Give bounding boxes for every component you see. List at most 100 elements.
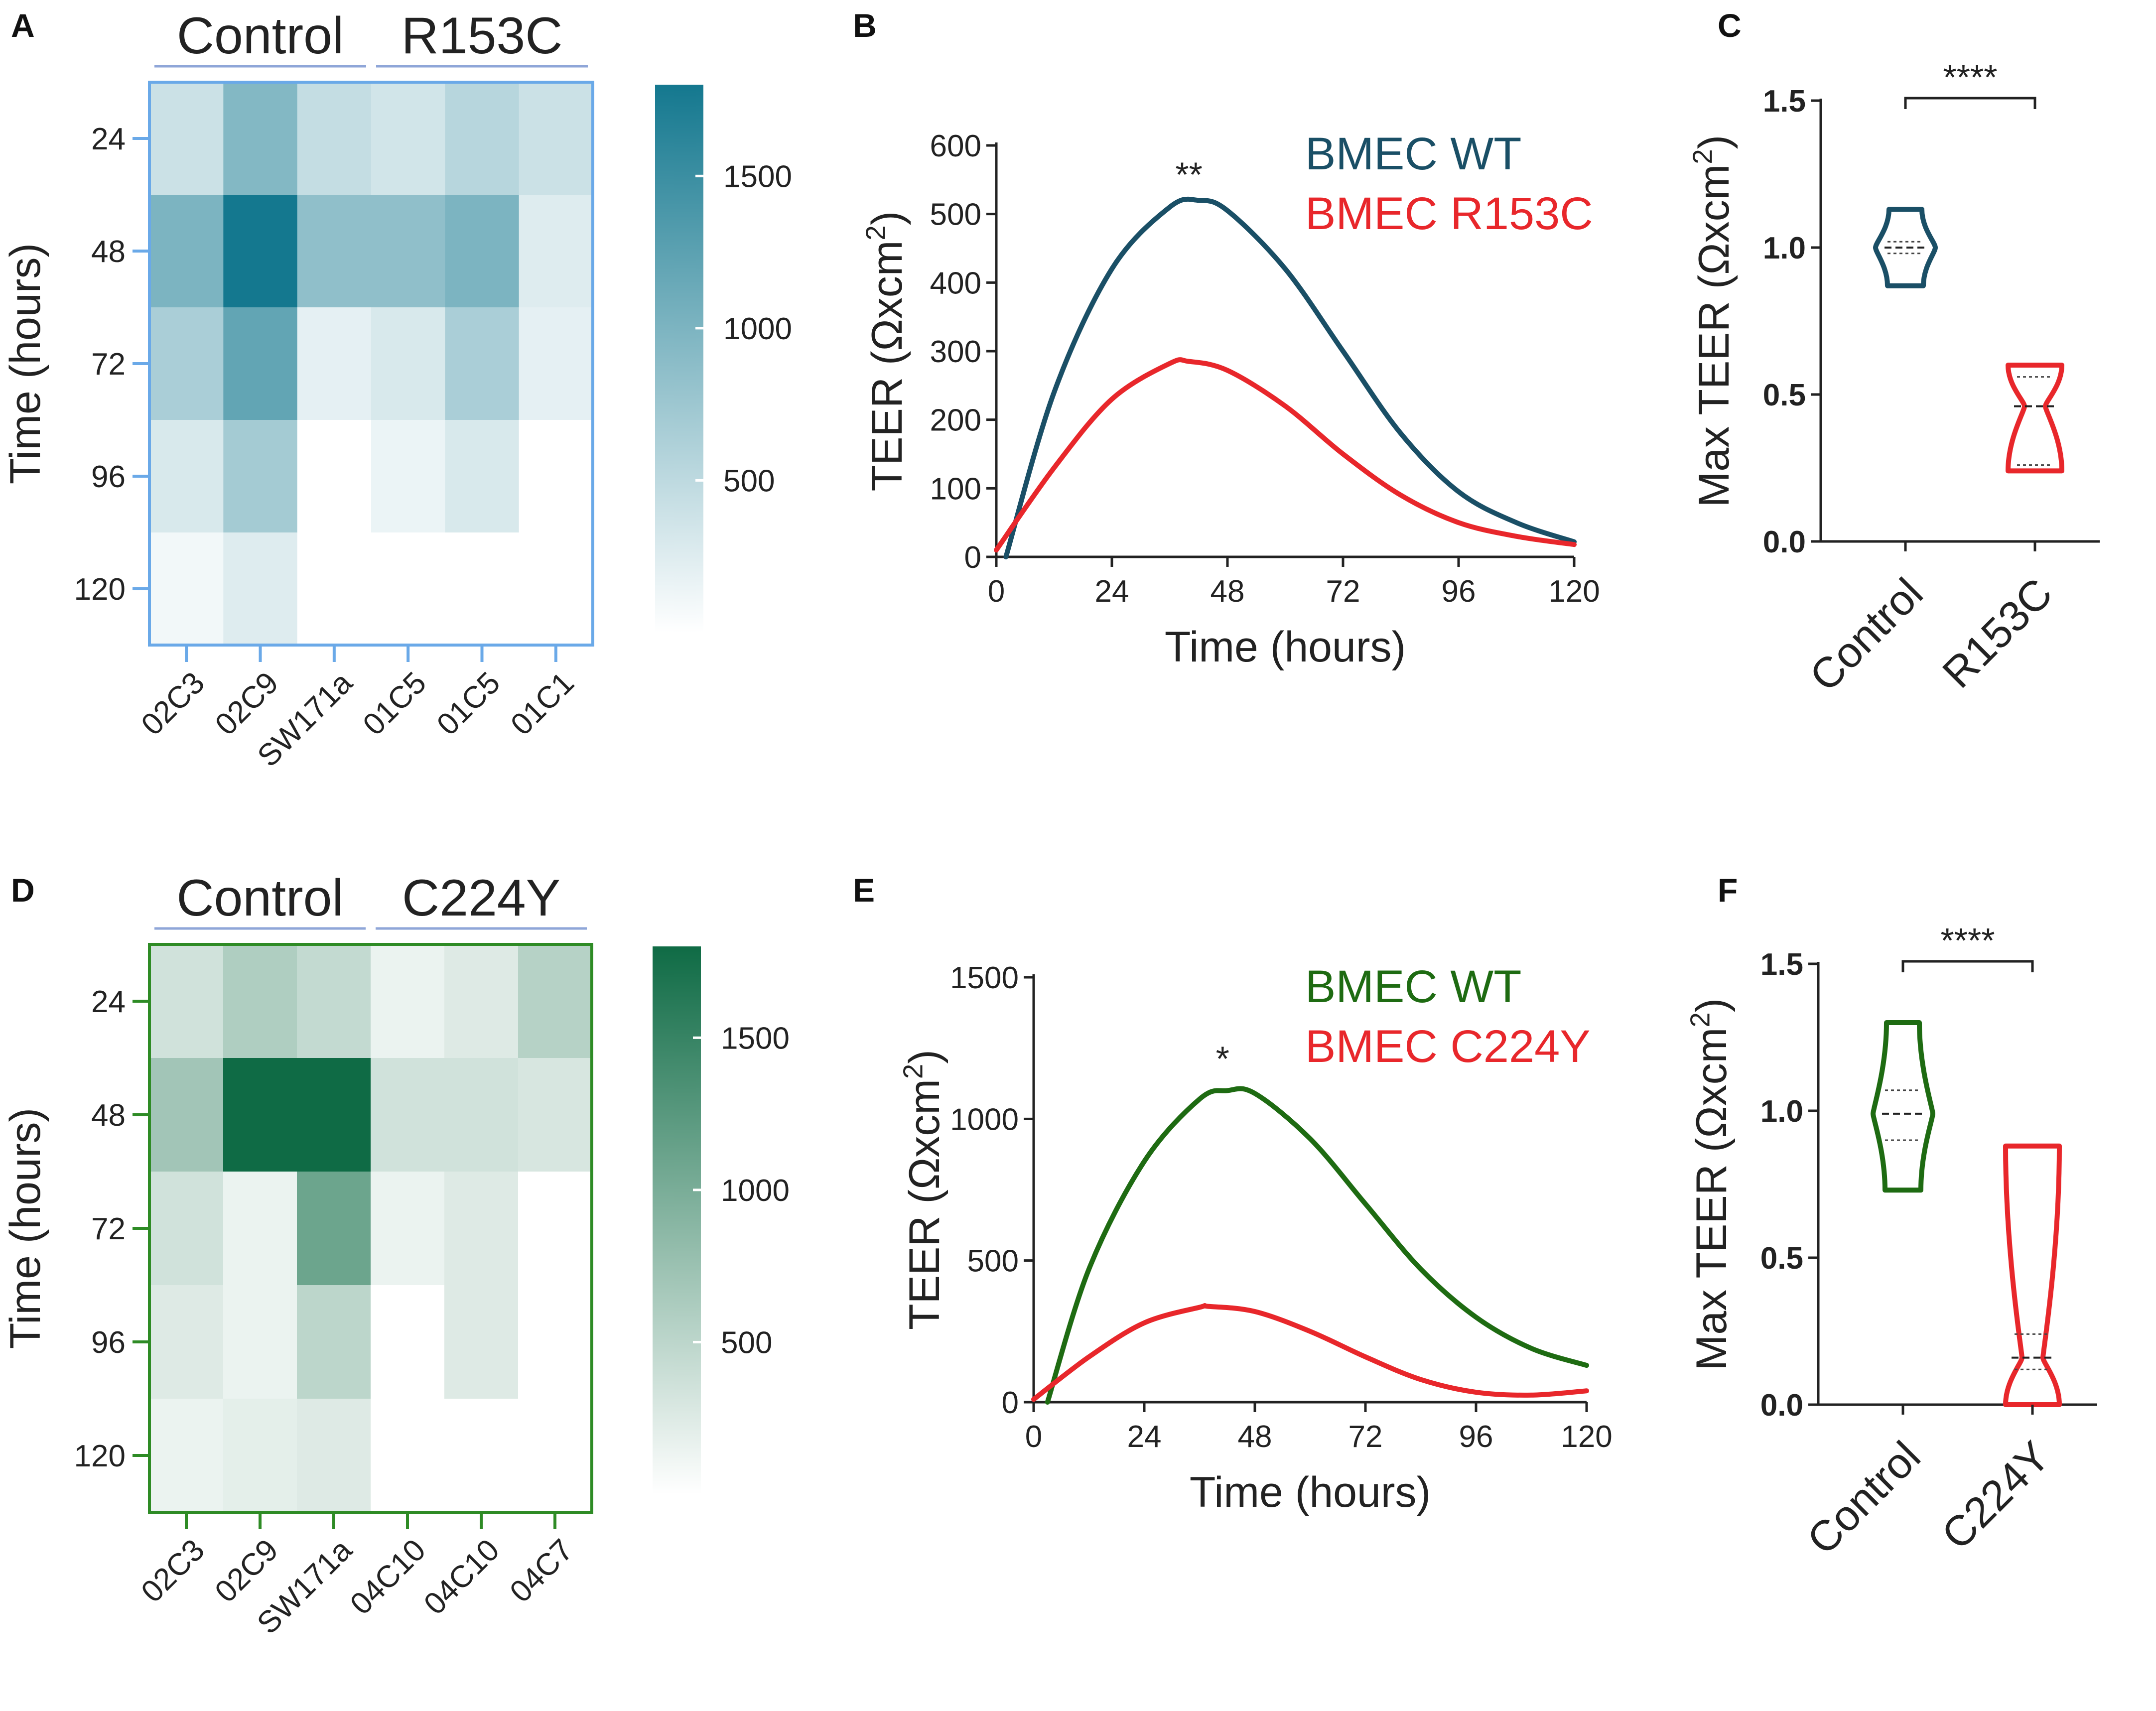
heatmap-cell <box>519 195 593 308</box>
colorbar-tick-label: 500 <box>723 464 775 498</box>
x-tick-label: 02C3 <box>135 665 211 742</box>
series-line-0 <box>1003 196 1577 559</box>
significance-annotation: **** <box>1943 58 1998 97</box>
y-tick-label: 1.0 <box>1763 231 1806 265</box>
heatmap-cell <box>519 82 593 195</box>
x-tick-label: R153C <box>1933 569 2061 697</box>
legend-entry: BMEC R153C <box>1305 188 1593 239</box>
heatmap-cell <box>371 1399 445 1513</box>
violin-body <box>1873 207 1938 288</box>
heatmap-cell <box>149 195 224 308</box>
heatmap-cell <box>149 307 224 420</box>
series-line-1 <box>1031 1303 1589 1402</box>
heatmap-cell <box>297 420 372 533</box>
heatmap-cell <box>223 307 298 420</box>
x-tick-label: 24 <box>1095 574 1129 609</box>
panel-letter-a: A <box>11 7 35 44</box>
heatmap-cell <box>371 307 445 420</box>
x-tick-label: 96 <box>1459 1420 1493 1454</box>
significance-annotation: ** <box>1175 155 1202 194</box>
line-chart-b: 0 100 200 300 400 500 600 0 24 48 72 96 120 Time (hou… <box>930 129 1600 671</box>
group-label: Control <box>176 869 343 927</box>
heatmap-cell <box>518 944 592 1058</box>
heatmap-cell <box>223 1399 297 1513</box>
violin-body <box>2006 363 2064 474</box>
panel-letter-d: D <box>11 872 35 909</box>
y-axis-title-superscript: 2 <box>898 1064 929 1079</box>
heatmap-cell <box>444 1399 519 1513</box>
y-tick-label: 24 <box>91 985 126 1019</box>
y-tick-label: 200 <box>930 403 981 438</box>
heatmap-cell <box>297 195 372 308</box>
legend-entry: BMEC WT <box>1305 129 1521 179</box>
y-tick-label: 100 <box>930 472 981 506</box>
x-tick-label: 120 <box>1561 1420 1612 1454</box>
y-axis-title: Max TEER (Ωxcm2) <box>1685 998 1736 1371</box>
heatmap-cell <box>371 1285 445 1399</box>
x-tick-label: 01C5 <box>430 665 507 742</box>
heatmap-cell <box>297 82 372 195</box>
colorbar-tick-label: 1500 <box>723 159 792 194</box>
panel-letter-b: B <box>853 7 877 44</box>
legend-entry: BMEC C224Y <box>1305 1021 1591 1072</box>
y-axis-title-main: TEER (Ωxcm <box>901 1079 948 1330</box>
y-tick-label: 1.0 <box>1760 1094 1803 1129</box>
heatmap-cell <box>149 944 224 1058</box>
y-axis-title: Max TEER (Ωxcm2) <box>1688 135 1738 508</box>
heatmap-d: 2448729612002C302C9SW171a04C1004C1004C7C… <box>1 869 790 1641</box>
x-tick-label: 48 <box>1238 1420 1272 1454</box>
heatmap-cell <box>223 195 298 308</box>
heatmap-cell <box>445 195 520 308</box>
heatmap-cell <box>444 944 519 1058</box>
legend-entry: BMEC WT <box>1305 961 1521 1012</box>
series-line-1 <box>994 357 1577 553</box>
heatmap-cell <box>149 1285 224 1399</box>
heatmap-cell <box>519 420 593 533</box>
y-tick-label: 1.5 <box>1763 84 1806 119</box>
y-axis-title: TEER (Ωxcm2) <box>861 211 911 492</box>
colorbar <box>653 946 701 1494</box>
y-tick-label: 1500 <box>950 961 1019 995</box>
y-tick-label: 0.0 <box>1760 1388 1803 1423</box>
heatmap-cell <box>445 420 520 533</box>
heatmap-cell <box>371 532 445 646</box>
heatmap-cell <box>223 420 298 533</box>
colorbar-tick-label: 500 <box>721 1325 772 1360</box>
x-tick-label: 01C1 <box>504 665 581 742</box>
violin-body <box>1871 1020 1935 1193</box>
y-tick-label: 0.5 <box>1763 378 1806 412</box>
y-axis-title: TEER (Ωxcm2) <box>898 1050 948 1330</box>
y-tick-label: 120 <box>74 572 126 607</box>
x-axis-title: Time (hours) <box>1190 1468 1431 1516</box>
heatmap-cell <box>149 1058 224 1172</box>
heatmap-cell <box>444 1058 519 1172</box>
heatmap-cell <box>149 1399 224 1513</box>
colorbar-tick-label: 1000 <box>723 312 792 346</box>
y-tick-label: 48 <box>91 235 126 269</box>
y-tick-label: 0 <box>964 540 981 575</box>
heatmap-cell <box>371 1058 445 1172</box>
x-tick-label: 48 <box>1211 574 1245 609</box>
heatmap-cell <box>518 1058 592 1172</box>
y-axis-title-close: ) <box>1690 135 1738 149</box>
significance-annotation: **** <box>1941 921 1995 960</box>
heatmap-cell <box>297 1285 371 1399</box>
heatmap-cell <box>297 1399 371 1513</box>
x-tick-label: 01C5 <box>356 665 433 742</box>
heatmap-cell <box>223 1172 297 1286</box>
y-axis-title: Time (hours) <box>1 243 49 484</box>
y-tick-label: 600 <box>930 129 981 163</box>
line-chart-e: 0 500 1000 1500 0 24 48 72 96 120 Time (hours) BMEC… <box>950 961 1613 1516</box>
x-tick-label: 72 <box>1326 574 1360 609</box>
violin-body <box>2003 1143 2062 1407</box>
heatmap-cell <box>297 1172 371 1286</box>
heatmap-cell <box>149 82 224 195</box>
group-label: Control <box>177 7 344 65</box>
y-tick-label: 24 <box>91 122 126 156</box>
heatmap-cell <box>371 195 445 308</box>
heatmap-cell <box>371 944 445 1058</box>
heatmap-cell <box>297 307 372 420</box>
x-tick-label: 0 <box>1025 1420 1042 1454</box>
x-tick-label: Control <box>1798 1433 1930 1564</box>
heatmap-cell <box>518 1172 592 1286</box>
